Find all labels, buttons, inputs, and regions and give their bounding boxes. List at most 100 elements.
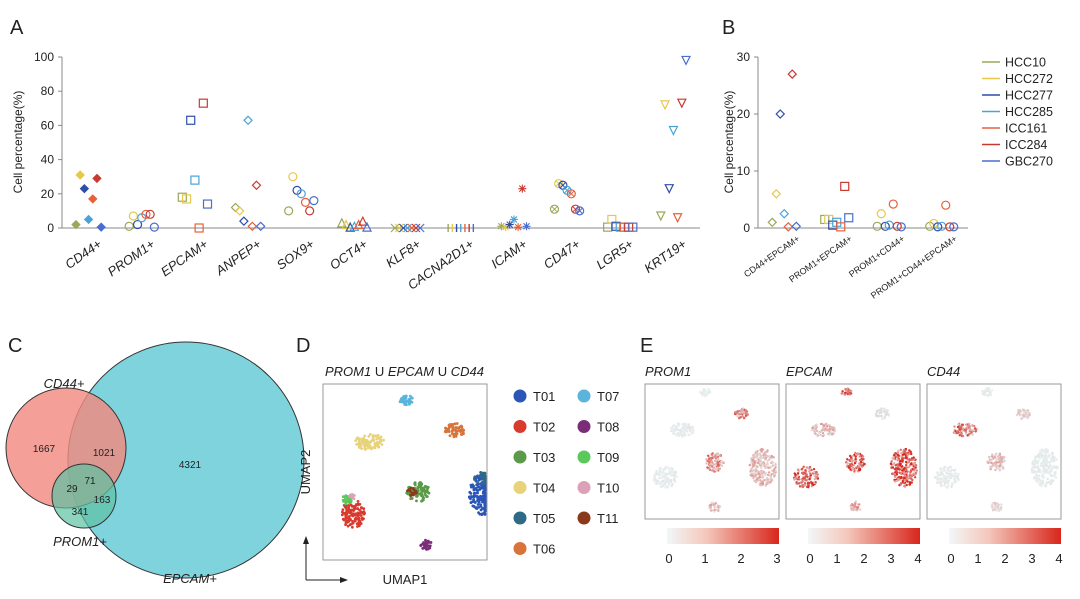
- feature-cell: [995, 452, 998, 455]
- umap-cell: [451, 429, 454, 433]
- feature-cell: [862, 463, 866, 466]
- feature-cell: [840, 392, 843, 395]
- feature-cell: [854, 460, 858, 463]
- feature-cell: [989, 468, 992, 471]
- feature-cell: [759, 471, 762, 474]
- feature-cell: [851, 467, 854, 471]
- color-scale-tick: 0: [665, 551, 672, 566]
- feature-cell: [990, 389, 994, 392]
- feature-cell: [987, 390, 991, 393]
- feature-cell: [658, 477, 661, 480]
- a-point-hcc285-cross: [563, 187, 571, 194]
- feature-cell: [772, 469, 776, 473]
- feature-cell: [715, 465, 718, 468]
- umap-legend-dot-t04: [513, 481, 527, 494]
- feature-cell: [880, 407, 883, 410]
- umap-legend-label-t09: T09: [597, 450, 619, 465]
- feature-cell: [1044, 461, 1047, 465]
- feature-cell: [655, 482, 659, 486]
- umap-y-label: UMAP2: [298, 450, 313, 495]
- feature-cell: [1054, 472, 1057, 475]
- feature-cell: [1018, 414, 1022, 417]
- umap-cell: [341, 508, 345, 512]
- umap-cell: [363, 438, 367, 442]
- feature-cell: [813, 430, 816, 433]
- umap-cell: [479, 508, 483, 512]
- feature-cell: [853, 470, 856, 473]
- a-point-hcc272: [234, 206, 245, 216]
- feature-cell: [1038, 450, 1042, 453]
- feature-cell: [1049, 458, 1053, 461]
- feature-cell: [904, 451, 908, 455]
- umap-cell: [347, 504, 350, 507]
- feature-cell: [938, 481, 942, 485]
- feature-cell: [834, 430, 837, 433]
- feature-cluster: [840, 387, 853, 396]
- umap-cell: [476, 503, 480, 506]
- umap-cell: [420, 493, 423, 497]
- color-scale-tick: 3: [1028, 551, 1035, 566]
- feature-cell: [713, 470, 716, 473]
- a-point-gbc270: [362, 221, 372, 232]
- umap-cell: [481, 512, 485, 515]
- feature-cell: [880, 411, 883, 414]
- a-point-hcc285: [243, 115, 253, 126]
- panel-d-umap: PROM1 U EPCAM U CD44 UMAP2 UMAP1 T01 T02 T…: [298, 364, 619, 587]
- color-scale-tick: 2: [860, 551, 867, 566]
- feature-cell: [900, 455, 903, 458]
- a-point-hcc277: [186, 115, 196, 125]
- feature-cell: [743, 416, 746, 420]
- feature-cell: [858, 455, 861, 458]
- feature-cell: [1049, 482, 1052, 486]
- feature-cell: [805, 473, 808, 476]
- umap-legend-dot-t05: [513, 511, 527, 525]
- umap-cell: [344, 499, 348, 503]
- feature-cell: [964, 428, 967, 432]
- feature-cell: [900, 458, 903, 461]
- feature-cell: [942, 474, 946, 478]
- a-point-hcc277: [79, 183, 90, 194]
- feature-cell: [912, 456, 915, 459]
- feature-cell: [1042, 456, 1045, 459]
- feature-cell: [673, 480, 677, 483]
- feature-cell: [891, 466, 895, 469]
- feature-cell: [1046, 451, 1049, 454]
- feature-cell: [670, 467, 673, 470]
- feature-cell: [953, 472, 956, 475]
- a-point-gbc270: [309, 196, 319, 206]
- feature-cell: [713, 503, 717, 506]
- feature-cell: [851, 454, 855, 458]
- feature-cell: [846, 465, 849, 468]
- umap-cell: [424, 493, 427, 497]
- a-point-hcc10: [603, 222, 613, 232]
- legend-label-gbc270: GBC270: [1005, 155, 1053, 169]
- feature-cell: [673, 432, 676, 435]
- feature-cell: [692, 429, 695, 432]
- a-point-hcc277: [664, 184, 675, 195]
- umap-cell: [380, 443, 384, 446]
- feature-cell: [989, 459, 992, 463]
- umap-cell: [473, 478, 476, 481]
- feature-cell: [753, 472, 756, 475]
- feature-cell: [893, 461, 896, 465]
- umap-legend-dot-t01: [513, 389, 527, 403]
- feature-cell: [994, 505, 997, 508]
- feature-cell: [1041, 474, 1044, 478]
- umap-cell: [349, 511, 353, 515]
- feature-cell: [948, 470, 952, 473]
- feature-cell: [991, 506, 994, 510]
- feature-cell: [691, 426, 695, 429]
- feature-cell: [709, 506, 712, 509]
- feature-cell: [677, 434, 681, 437]
- feature-cell: [752, 454, 755, 457]
- umap-cell: [480, 485, 484, 489]
- feature-cell: [1000, 464, 1004, 468]
- a-category-label: SOX9+: [274, 236, 318, 273]
- feature-cell: [658, 474, 661, 477]
- umap-cell: [448, 434, 452, 438]
- umap-cell: [345, 519, 349, 523]
- a-ytick-label: 20: [41, 187, 55, 201]
- a-point-icc161: [88, 194, 98, 204]
- panel-a-scatter: Cell percentage(%) 0 20 40 60 80 100 CD44+ PRO…: [11, 50, 700, 293]
- umap-cell: [468, 490, 472, 494]
